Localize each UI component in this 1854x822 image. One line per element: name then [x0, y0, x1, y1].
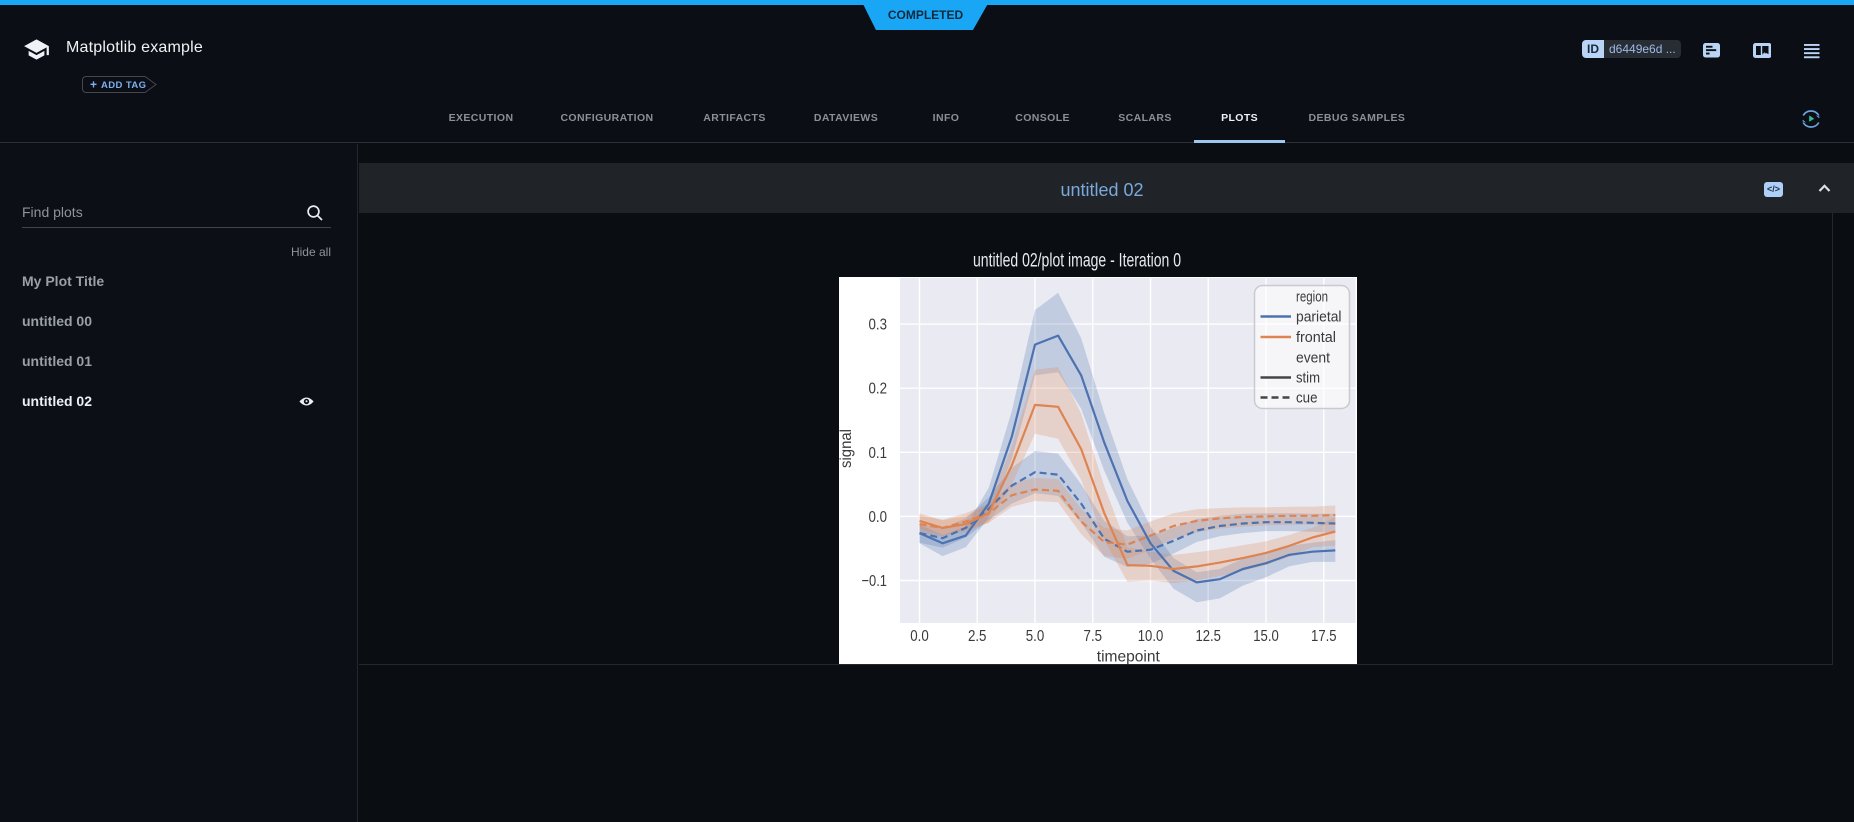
svg-text:0.1: 0.1 [869, 445, 888, 462]
svg-text:timepoint: timepoint [1097, 649, 1161, 665]
svg-text:7.5: 7.5 [1084, 628, 1103, 645]
svg-text:0.0: 0.0 [910, 628, 929, 645]
svg-text:10.0: 10.0 [1138, 628, 1164, 645]
svg-text:0.2: 0.2 [869, 381, 888, 398]
svg-text:parietal: parietal [1296, 309, 1342, 326]
svg-text:event: event [1296, 350, 1331, 367]
svg-text:frontal: frontal [1296, 329, 1336, 346]
svg-text:17.5: 17.5 [1311, 628, 1337, 645]
svg-text:5.0: 5.0 [1026, 628, 1045, 645]
svg-text:stim: stim [1296, 370, 1320, 387]
svg-text:signal: signal [839, 429, 855, 468]
svg-text:cue: cue [1296, 390, 1318, 407]
svg-text:15.0: 15.0 [1253, 628, 1279, 645]
svg-text:−0.1: −0.1 [862, 573, 888, 590]
svg-text:2.5: 2.5 [968, 628, 987, 645]
svg-text:region: region [1296, 289, 1328, 306]
svg-text:ADD TAG: ADD TAG [101, 80, 146, 91]
svg-text:untitled 02/plot image - Itera: untitled 02/plot image - Iteration 0 [973, 251, 1181, 272]
svg-text:0.0: 0.0 [869, 509, 888, 526]
svg-text:+: + [90, 78, 97, 92]
svg-text:0.3: 0.3 [869, 317, 888, 334]
svg-text:12.5: 12.5 [1195, 628, 1221, 645]
